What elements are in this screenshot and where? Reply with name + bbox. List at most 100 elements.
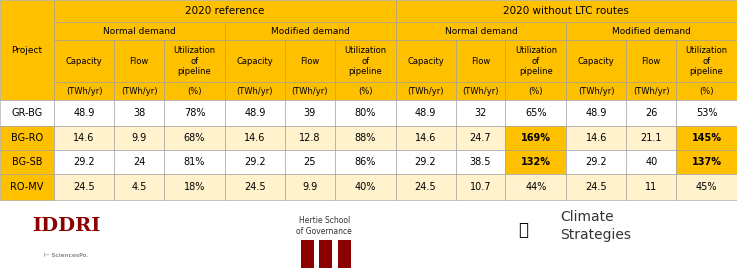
Bar bbox=[284, 100, 335, 126]
Bar bbox=[626, 126, 677, 150]
Text: Normal demand: Normal demand bbox=[444, 27, 517, 36]
Text: 26: 26 bbox=[645, 108, 657, 118]
Text: 4.5: 4.5 bbox=[131, 182, 147, 192]
Text: 14.6: 14.6 bbox=[244, 133, 265, 143]
Text: 169%: 169% bbox=[521, 133, 551, 143]
Text: 29.2: 29.2 bbox=[244, 157, 265, 167]
Text: IDDRI: IDDRI bbox=[32, 217, 100, 235]
Text: 25: 25 bbox=[304, 157, 316, 167]
Text: 21.1: 21.1 bbox=[640, 133, 662, 143]
Bar bbox=[114, 150, 164, 174]
Text: Utilization
of
pipeline: Utilization of pipeline bbox=[344, 46, 386, 76]
Bar bbox=[335, 100, 396, 126]
Bar bbox=[164, 40, 225, 82]
Text: 88%: 88% bbox=[354, 133, 376, 143]
Bar bbox=[566, 40, 626, 82]
Text: 2020 without LTC routes: 2020 without LTC routes bbox=[503, 6, 629, 16]
Bar bbox=[506, 100, 566, 126]
Text: 24.7: 24.7 bbox=[469, 133, 492, 143]
Bar bbox=[677, 40, 737, 82]
Bar bbox=[396, 150, 455, 174]
Text: 38: 38 bbox=[133, 108, 145, 118]
Bar bbox=[284, 126, 335, 150]
Text: (%): (%) bbox=[699, 87, 714, 96]
Bar bbox=[455, 174, 506, 200]
Text: 11: 11 bbox=[645, 182, 657, 192]
Text: (TWh/yr): (TWh/yr) bbox=[66, 87, 102, 96]
Bar bbox=[677, 174, 737, 200]
Bar bbox=[396, 174, 455, 200]
Text: 10.7: 10.7 bbox=[469, 182, 492, 192]
Text: (TWh/yr): (TWh/yr) bbox=[408, 87, 444, 96]
Bar bbox=[455, 126, 506, 150]
Bar bbox=[455, 82, 506, 100]
Text: 132%: 132% bbox=[521, 157, 551, 167]
Text: 40%: 40% bbox=[354, 182, 376, 192]
Bar bbox=[566, 22, 737, 40]
Text: Capacity: Capacity bbox=[407, 56, 444, 65]
Bar bbox=[164, 174, 225, 200]
Bar bbox=[225, 40, 284, 82]
Text: 78%: 78% bbox=[184, 108, 205, 118]
Bar bbox=[164, 100, 225, 126]
Bar bbox=[396, 100, 455, 126]
Text: 48.9: 48.9 bbox=[586, 108, 607, 118]
Text: (TWh/yr): (TWh/yr) bbox=[633, 87, 669, 96]
Text: 65%: 65% bbox=[525, 108, 547, 118]
Text: 48.9: 48.9 bbox=[244, 108, 265, 118]
Bar bbox=[335, 150, 396, 174]
Bar bbox=[54, 100, 114, 126]
Text: Climate
Strategies: Climate Strategies bbox=[560, 210, 631, 242]
Text: (TWh/yr): (TWh/yr) bbox=[578, 87, 615, 96]
Text: (TWh/yr): (TWh/yr) bbox=[292, 87, 328, 96]
Bar bbox=[54, 0, 396, 22]
Bar bbox=[164, 150, 225, 174]
Text: 29.2: 29.2 bbox=[415, 157, 436, 167]
Bar bbox=[396, 82, 455, 100]
Text: 2020 reference: 2020 reference bbox=[185, 6, 265, 16]
Bar bbox=[114, 174, 164, 200]
Text: Normal demand: Normal demand bbox=[103, 27, 176, 36]
Text: 81%: 81% bbox=[184, 157, 205, 167]
Text: 48.9: 48.9 bbox=[415, 108, 436, 118]
Text: 29.2: 29.2 bbox=[73, 157, 95, 167]
Bar bbox=[335, 174, 396, 200]
Text: 44%: 44% bbox=[525, 182, 547, 192]
Text: Utilization
of
pipeline: Utilization of pipeline bbox=[515, 46, 557, 76]
Text: Flow: Flow bbox=[300, 56, 319, 65]
Text: of Governance: of Governance bbox=[296, 227, 352, 236]
Text: 24: 24 bbox=[133, 157, 145, 167]
Bar bbox=[626, 82, 677, 100]
Text: (TWh/yr): (TWh/yr) bbox=[237, 87, 273, 96]
Text: Utilization
of
pipeline: Utilization of pipeline bbox=[685, 46, 727, 76]
Bar bbox=[338, 240, 351, 268]
Bar bbox=[677, 126, 737, 150]
Text: Modified demand: Modified demand bbox=[270, 27, 349, 36]
Bar bbox=[335, 40, 396, 82]
Text: 48.9: 48.9 bbox=[74, 108, 95, 118]
Bar bbox=[284, 40, 335, 82]
Bar bbox=[626, 174, 677, 200]
Bar bbox=[284, 174, 335, 200]
Text: Project: Project bbox=[12, 45, 43, 55]
Bar bbox=[0, 0, 54, 100]
Bar bbox=[506, 82, 566, 100]
Text: Flow: Flow bbox=[642, 56, 661, 65]
Text: ⊢ SciencesPo.: ⊢ SciencesPo. bbox=[44, 253, 88, 258]
Bar bbox=[164, 82, 225, 100]
Bar bbox=[677, 150, 737, 174]
Text: GR-BG: GR-BG bbox=[12, 108, 43, 118]
Text: 24.5: 24.5 bbox=[73, 182, 95, 192]
Bar bbox=[506, 40, 566, 82]
Text: (%): (%) bbox=[187, 87, 202, 96]
Text: 68%: 68% bbox=[184, 133, 205, 143]
Bar bbox=[225, 174, 284, 200]
Text: (%): (%) bbox=[358, 87, 372, 96]
Bar bbox=[506, 174, 566, 200]
Bar bbox=[319, 240, 332, 268]
Text: 40: 40 bbox=[645, 157, 657, 167]
Text: (TWh/yr): (TWh/yr) bbox=[462, 87, 499, 96]
Text: 137%: 137% bbox=[691, 157, 722, 167]
Bar bbox=[54, 150, 114, 174]
Bar bbox=[225, 100, 284, 126]
